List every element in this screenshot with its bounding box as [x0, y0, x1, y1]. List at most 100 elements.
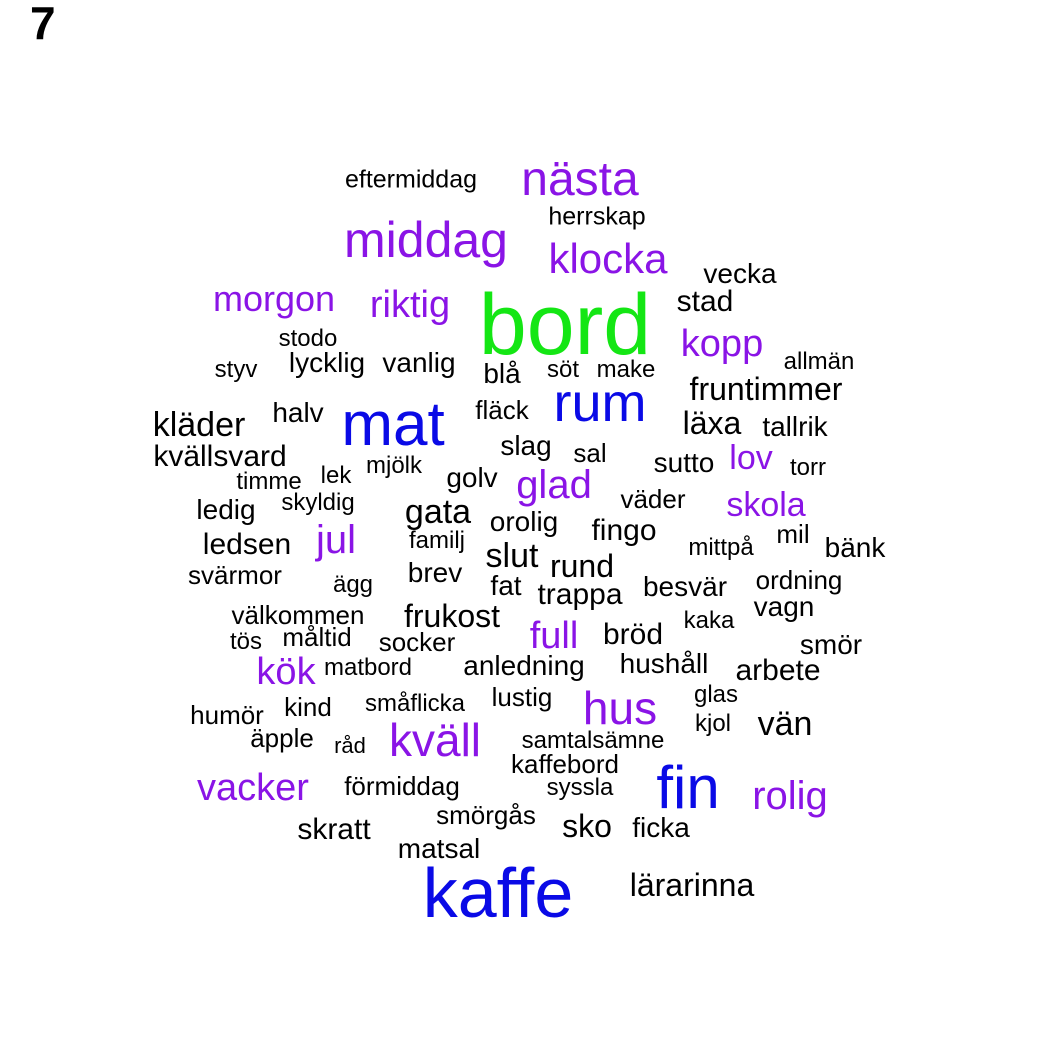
- word: ledig: [196, 494, 256, 525]
- word: frukost: [403, 598, 501, 634]
- word: vanlig: [382, 347, 456, 378]
- word: mjölk: [365, 452, 423, 479]
- word: herrskap: [548, 202, 646, 231]
- word: mittpå: [688, 534, 754, 561]
- word: bänk: [824, 532, 886, 563]
- panel-label: 7: [30, 0, 56, 49]
- word: riktig: [369, 284, 451, 326]
- word: läxa: [682, 405, 742, 441]
- word: matbord: [323, 654, 413, 681]
- word: lustig: [491, 682, 553, 712]
- word: arbete: [735, 654, 821, 687]
- word: make: [596, 356, 656, 383]
- word: småflicka: [364, 690, 466, 717]
- word: ficka: [632, 812, 690, 843]
- word: mat: [341, 390, 445, 459]
- word: ledsen: [202, 528, 292, 561]
- word: slag: [500, 430, 552, 461]
- word: fingo: [591, 514, 657, 547]
- word: vän: [757, 705, 813, 743]
- word: samtalsämne: [521, 727, 665, 754]
- word: kaka: [683, 607, 735, 634]
- word: morgon: [212, 278, 336, 319]
- word: svärmor: [188, 560, 282, 590]
- word: hushåll: [619, 648, 709, 679]
- word: full: [529, 615, 579, 657]
- word: kaffebord: [511, 749, 619, 779]
- word: kök: [256, 651, 316, 693]
- word: besvär: [642, 571, 728, 602]
- word: middag: [344, 212, 508, 268]
- word: bord: [478, 277, 652, 373]
- word: fläck: [475, 395, 529, 425]
- word: anledning: [463, 650, 585, 681]
- word: glas: [693, 681, 739, 708]
- word: lärarinna: [629, 867, 755, 903]
- word: jul: [315, 518, 357, 562]
- word: timme: [236, 468, 302, 495]
- word: torr: [790, 454, 826, 481]
- word: kvällsvard: [153, 440, 287, 473]
- word: eftermiddag: [344, 165, 478, 194]
- word: väder: [620, 484, 686, 514]
- word: socker: [378, 627, 456, 657]
- word: kläder: [152, 406, 246, 444]
- word: trappa: [537, 578, 623, 611]
- word: förmiddag: [344, 771, 460, 801]
- word: matsal: [397, 833, 481, 864]
- word: slut: [485, 537, 539, 575]
- word: vacker: [197, 767, 309, 809]
- word: lov: [729, 439, 773, 477]
- word: mil: [776, 519, 810, 549]
- word: kjol: [694, 710, 732, 737]
- word: sko: [562, 808, 612, 844]
- word: fat: [490, 570, 522, 601]
- word: familj: [408, 527, 466, 554]
- word: välkommen: [231, 600, 365, 630]
- word: styv: [214, 356, 258, 383]
- word: söt: [546, 356, 580, 383]
- word: kväll: [388, 714, 482, 766]
- word: rolig: [752, 774, 828, 818]
- word: äpple: [250, 723, 314, 753]
- word: lycklig: [288, 347, 366, 378]
- word: kaffe: [422, 854, 574, 932]
- word: brev: [407, 557, 463, 588]
- word: lek: [320, 462, 352, 489]
- word: rund: [549, 548, 615, 584]
- word: ordning: [755, 565, 843, 595]
- word: fruntimmer: [689, 371, 843, 407]
- word: vecka: [703, 258, 777, 289]
- word: blå: [483, 358, 521, 389]
- word: rum: [553, 373, 647, 433]
- word: klocka: [548, 235, 668, 282]
- word: nästa: [521, 153, 639, 206]
- word: orolig: [489, 506, 559, 537]
- word: råd: [334, 733, 366, 758]
- word: syssla: [546, 774, 614, 801]
- word: bröd: [602, 618, 664, 651]
- word: måltid: [282, 622, 352, 652]
- word: skola: [726, 486, 806, 524]
- word: glad: [516, 463, 592, 507]
- word: smör: [799, 629, 863, 660]
- word: stad: [676, 285, 734, 318]
- word: skratt: [297, 813, 371, 846]
- word: kind: [284, 692, 332, 722]
- word: smörgås: [436, 800, 536, 830]
- word: ägg: [332, 571, 374, 598]
- word: skyldig: [281, 489, 355, 516]
- word: sal: [573, 438, 607, 468]
- word: halv: [272, 397, 324, 428]
- word: humör: [190, 700, 264, 730]
- word: tös: [229, 628, 263, 655]
- word: hus: [582, 682, 658, 734]
- word: sutto: [653, 447, 715, 478]
- word: gata: [404, 493, 472, 531]
- word: kopp: [680, 323, 764, 365]
- word: stodo: [278, 325, 338, 352]
- word: fin: [656, 754, 720, 821]
- word: golv: [446, 462, 498, 493]
- word: tallrik: [762, 411, 828, 442]
